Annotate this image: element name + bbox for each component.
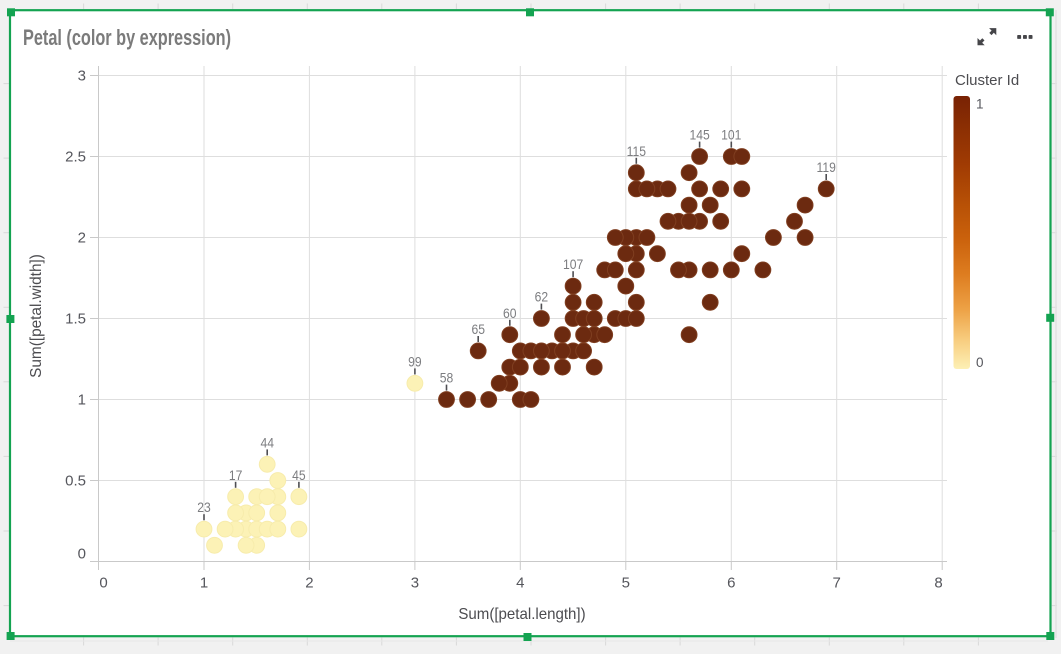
svg-text:7: 7 [833, 575, 841, 592]
svg-text:Sum([petal.width]): Sum([petal.width]) [28, 254, 45, 378]
svg-text:2: 2 [305, 575, 313, 592]
svg-text:0.5: 0.5 [65, 473, 86, 490]
svg-text:1: 1 [976, 97, 984, 112]
svg-text:Petal (color by expression): Petal (color by expression) [23, 26, 231, 51]
svg-text:0: 0 [99, 575, 107, 592]
svg-text:4: 4 [516, 575, 524, 592]
svg-text:115: 115 [627, 143, 646, 159]
svg-text:101: 101 [721, 127, 741, 143]
svg-text:6: 6 [727, 575, 735, 592]
svg-text:Cluster Id: Cluster Id [955, 72, 1019, 89]
svg-text:3: 3 [411, 575, 419, 592]
svg-text:65: 65 [471, 321, 485, 337]
svg-text:119: 119 [817, 159, 836, 175]
svg-text:0: 0 [78, 546, 86, 563]
svg-text:0: 0 [976, 355, 984, 370]
svg-text:3: 3 [78, 68, 86, 85]
svg-text:23: 23 [197, 500, 211, 516]
svg-text:60: 60 [503, 305, 517, 321]
svg-text:45: 45 [292, 467, 306, 483]
svg-text:1.5: 1.5 [65, 311, 86, 328]
svg-text:2: 2 [78, 230, 86, 247]
svg-text:1: 1 [200, 575, 208, 592]
svg-text:107: 107 [563, 257, 583, 273]
svg-text:62: 62 [535, 289, 549, 305]
svg-text:1: 1 [78, 392, 86, 409]
svg-text:17: 17 [229, 467, 243, 483]
svg-text:Sum([petal.length]): Sum([petal.length]) [458, 606, 585, 623]
svg-text:99: 99 [408, 354, 422, 370]
svg-text:145: 145 [689, 127, 709, 143]
svg-text:58: 58 [440, 370, 454, 386]
svg-text:5: 5 [622, 575, 630, 592]
svg-text:44: 44 [260, 435, 274, 451]
svg-text:2.5: 2.5 [65, 149, 86, 166]
svg-text:8: 8 [934, 575, 942, 592]
